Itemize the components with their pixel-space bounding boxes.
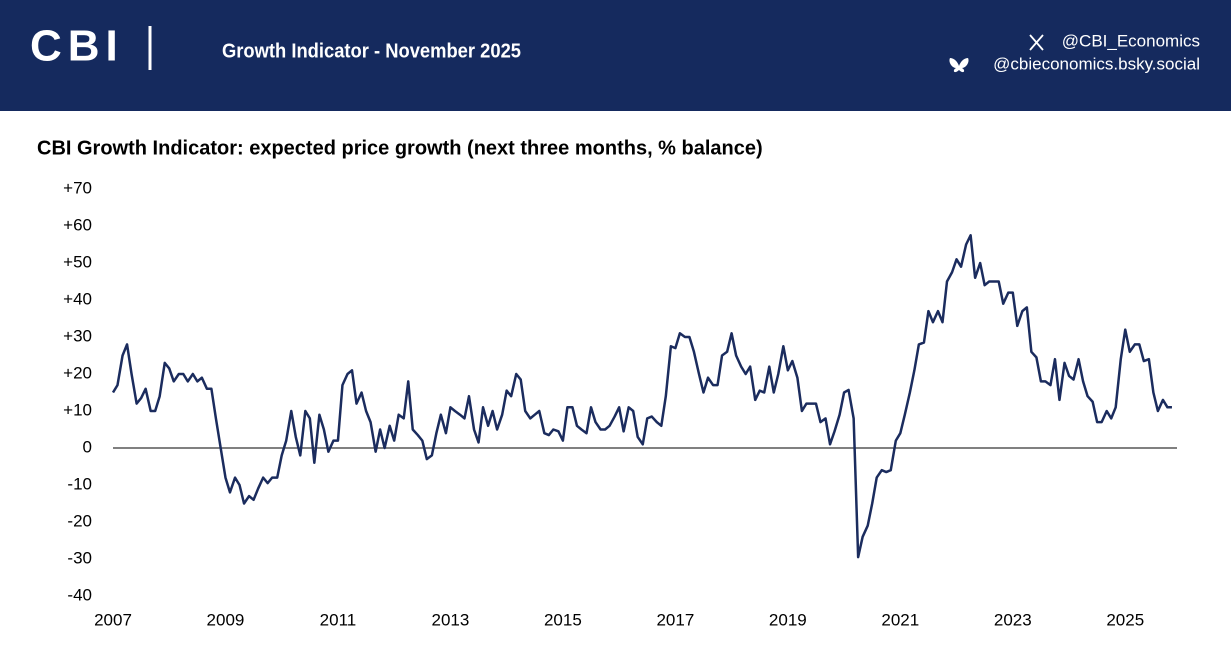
y-tick-label: +20 [63,363,92,382]
y-tick-label: -30 [67,548,92,567]
x-tick-label: 2015 [544,610,582,629]
bsky-handle: @cbieconomics.bsky.social [993,54,1200,73]
x-handle: @CBI_Economics [1062,31,1200,50]
x-icon [1029,34,1044,51]
x-tick-label: 2013 [432,610,470,629]
x-tick-label: 2009 [207,610,245,629]
y-tick-label: +50 [63,252,92,271]
y-tick-label: +70 [63,178,92,197]
header-bar [0,0,1231,111]
y-tick-label: +30 [63,326,92,345]
x-tick-label: 2021 [881,610,919,629]
x-tick-label: 2019 [769,610,807,629]
y-tick-label: +10 [63,400,92,419]
y-tick-label: -10 [67,474,92,493]
x-tick-label: 2011 [320,610,357,629]
x-tick-label: 2017 [656,610,694,629]
x-tick-label: 2023 [994,610,1032,629]
y-tick-label: +40 [63,289,92,308]
x-tick-label: 2007 [94,610,132,629]
y-tick-label: -40 [67,585,92,604]
bluesky-icon [949,58,969,73]
data-line [111,234,1172,559]
y-tick-label: 0 [83,437,92,456]
y-tick-label: -20 [67,511,92,530]
y-tick-label: +60 [63,215,92,234]
chart-title: CBI Growth Indicator: expected price gro… [37,137,763,159]
x-tick-label: 2025 [1106,610,1144,629]
header-title: Growth Indicator - November 2025 [222,40,521,62]
logo: CBI [30,22,124,71]
